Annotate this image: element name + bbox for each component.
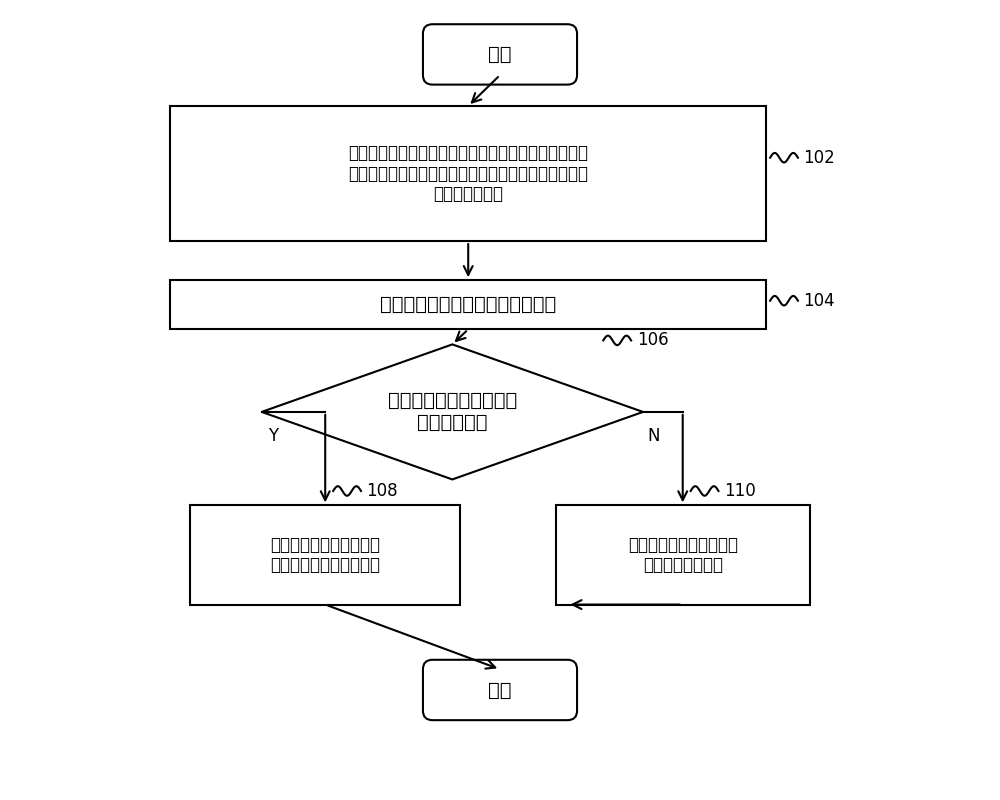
Bar xyxy=(170,106,766,241)
Text: 108: 108 xyxy=(367,482,398,500)
Text: 104: 104 xyxy=(803,292,835,310)
FancyBboxPatch shape xyxy=(423,24,577,85)
Text: 计时清零，再次根据温度
参数判断是否有食物放入: 计时清零，再次根据温度 参数判断是否有食物放入 xyxy=(270,535,380,574)
Text: 判断食物的温度是否小于
第一预设温度: 判断食物的温度是否小于 第一预设温度 xyxy=(388,391,517,433)
Text: 110: 110 xyxy=(724,482,756,500)
Text: N: N xyxy=(647,426,659,445)
Text: 结束: 结束 xyxy=(488,681,512,699)
Text: 当判断到有食物放入时，开始计时: 当判断到有食物放入时，开始计时 xyxy=(380,295,556,314)
Bar xyxy=(190,506,460,605)
Bar xyxy=(556,506,810,605)
Text: 实时检测冰算内的温度参数，根据温度参数判断是否有
食物放入，温度参数包括以下至少一种或其组合：环境
温度、食物温度: 实时检测冰算内的温度参数，根据温度参数判断是否有 食物放入，温度参数包括以下至少… xyxy=(348,144,588,203)
Text: 开始: 开始 xyxy=(488,45,512,64)
Text: 102: 102 xyxy=(803,149,835,166)
Text: Y: Y xyxy=(268,426,278,445)
Polygon shape xyxy=(262,344,643,479)
Text: 连续计时，第一预设时间
后，发出提醒信息: 连续计时，第一预设时间 后，发出提醒信息 xyxy=(628,535,738,574)
Bar xyxy=(170,280,766,330)
FancyBboxPatch shape xyxy=(423,660,577,720)
Text: 106: 106 xyxy=(637,331,668,350)
